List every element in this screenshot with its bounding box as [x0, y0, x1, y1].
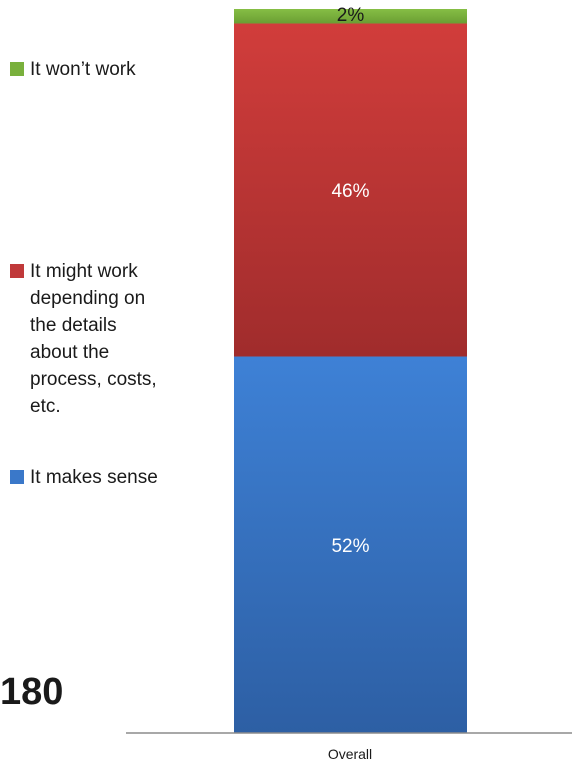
legend-label: It might work depending on the details a… — [30, 261, 157, 417]
legend-swatch-red — [10, 264, 24, 278]
bar-segment-2 — [234, 9, 467, 24]
bar-segment-0 — [234, 356, 467, 733]
data-label-0: 52% — [331, 536, 369, 557]
legend-label: It won’t work — [30, 59, 136, 80]
legend-swatch-green — [10, 62, 24, 76]
x-tick-label: Overall — [328, 746, 372, 762]
legend-swatch-blue — [10, 470, 24, 484]
bar-segment-1 — [234, 23, 467, 357]
legend-label: It makes sense — [30, 467, 158, 488]
data-label-2: 2% — [337, 5, 365, 26]
data-label-1: 46% — [331, 181, 369, 202]
respondent-count: 180 — [0, 671, 64, 713]
